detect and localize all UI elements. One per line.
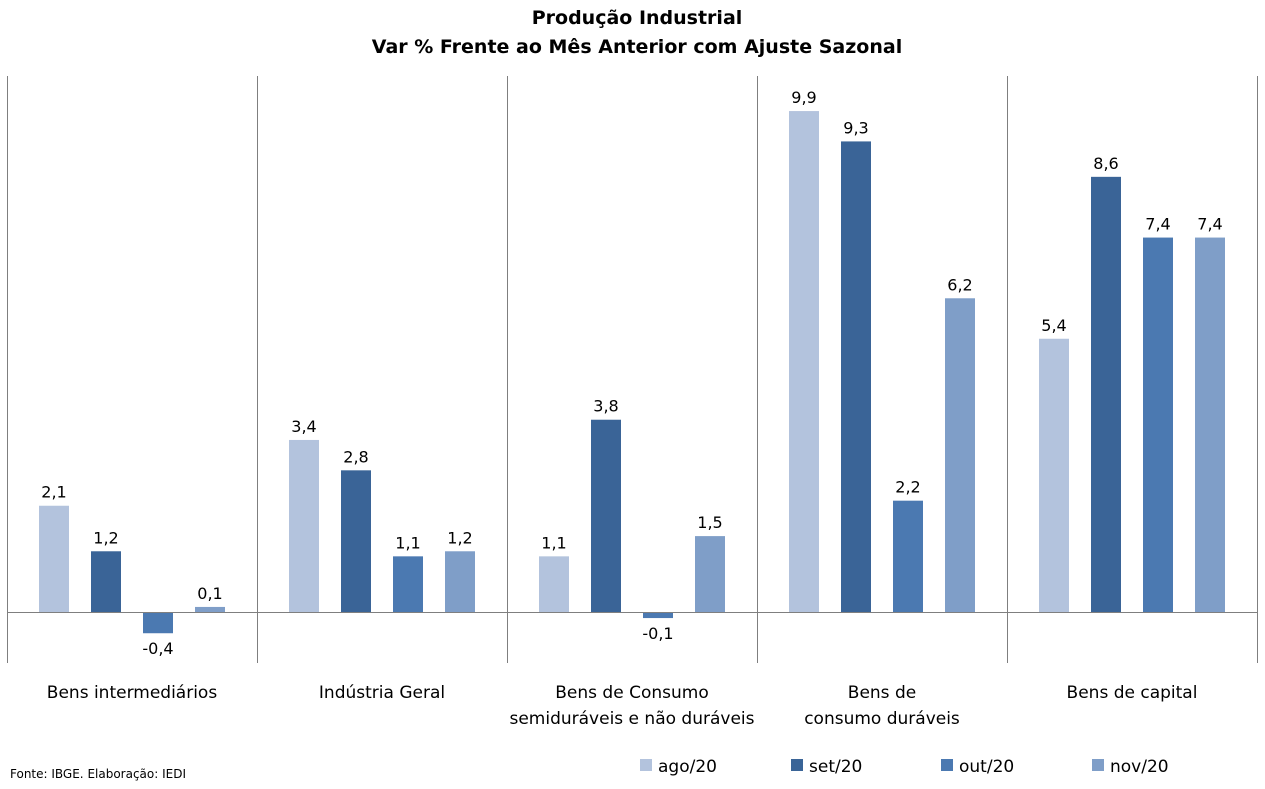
data-label: 1,2 xyxy=(447,528,472,547)
data-label: 3,4 xyxy=(291,417,316,436)
chart-title: Produção Industrial xyxy=(532,7,743,29)
bar xyxy=(539,556,569,612)
data-label: 2,1 xyxy=(41,483,66,502)
category-label: Bens de Consumo xyxy=(555,683,708,703)
data-label: 1,5 xyxy=(697,513,722,532)
category-labels: Bens intermediários Indústria Geral Bens d… xyxy=(47,683,1198,729)
bar xyxy=(195,606,225,612)
data-label: 2,8 xyxy=(343,447,368,466)
legend-label: set/20 xyxy=(809,757,862,777)
legend: ago/20 set/20 out/20 nov/20 xyxy=(640,757,1169,777)
bar xyxy=(1039,338,1069,612)
category-label: Bens intermediários xyxy=(47,683,218,703)
chart-subtitle: Var % Frente ao Mês Anterior com Ajuste … xyxy=(372,36,902,58)
legend-label: nov/20 xyxy=(1110,757,1169,777)
legend-swatch xyxy=(1092,759,1104,771)
bar xyxy=(289,439,319,612)
bar xyxy=(445,551,475,612)
bars-layer xyxy=(39,111,1225,634)
data-label: 5,4 xyxy=(1041,316,1066,335)
data-label: 3,8 xyxy=(593,397,618,416)
plot-frame xyxy=(7,76,1258,663)
legend-swatch xyxy=(791,759,803,771)
data-label: 6,2 xyxy=(947,275,972,294)
bar xyxy=(643,613,673,619)
bar xyxy=(695,536,725,612)
category-label: Bens de xyxy=(848,683,916,703)
data-label: 0,1 xyxy=(197,584,222,603)
data-label: 1,2 xyxy=(93,528,118,547)
bar xyxy=(341,470,371,612)
data-label: 1,1 xyxy=(395,533,420,552)
data-label: -0,4 xyxy=(142,639,173,658)
bar xyxy=(1143,237,1173,612)
data-label: 1,1 xyxy=(541,533,566,552)
bar xyxy=(1195,237,1225,612)
category-label: Indústria Geral xyxy=(319,683,445,703)
bar xyxy=(1091,176,1121,612)
bar xyxy=(591,419,621,612)
category-label: Bens de capital xyxy=(1067,683,1198,703)
bar xyxy=(393,556,423,612)
category-label: consumo duráveis xyxy=(804,709,960,729)
data-label: 7,4 xyxy=(1145,215,1170,234)
legend-label: out/20 xyxy=(959,757,1014,777)
data-label: 8,6 xyxy=(1093,154,1118,173)
bar xyxy=(841,141,871,613)
source-note: Fonte: IBGE. Elaboração: IEDI xyxy=(10,767,186,781)
data-label: -0,1 xyxy=(642,624,673,643)
data-label: 9,9 xyxy=(791,88,816,107)
data-label: 7,4 xyxy=(1197,215,1222,234)
data-label: 9,3 xyxy=(843,118,868,137)
legend-label: ago/20 xyxy=(658,757,717,777)
legend-swatch xyxy=(941,759,953,771)
data-labels-layer: 2,1 3,4 1,1 9,9 5,4 1,2 2,8 3,8 9,3 8,6 -0,4 1,1 -0,… xyxy=(41,88,1222,658)
bar xyxy=(143,613,173,634)
bar xyxy=(945,298,975,612)
legend-swatch xyxy=(640,759,652,771)
data-label: 2,2 xyxy=(895,478,920,497)
bar xyxy=(91,551,121,612)
bar xyxy=(893,500,923,612)
bar xyxy=(39,505,69,612)
category-label: semiduráveis e não duráveis xyxy=(509,709,754,729)
bar xyxy=(789,111,819,612)
